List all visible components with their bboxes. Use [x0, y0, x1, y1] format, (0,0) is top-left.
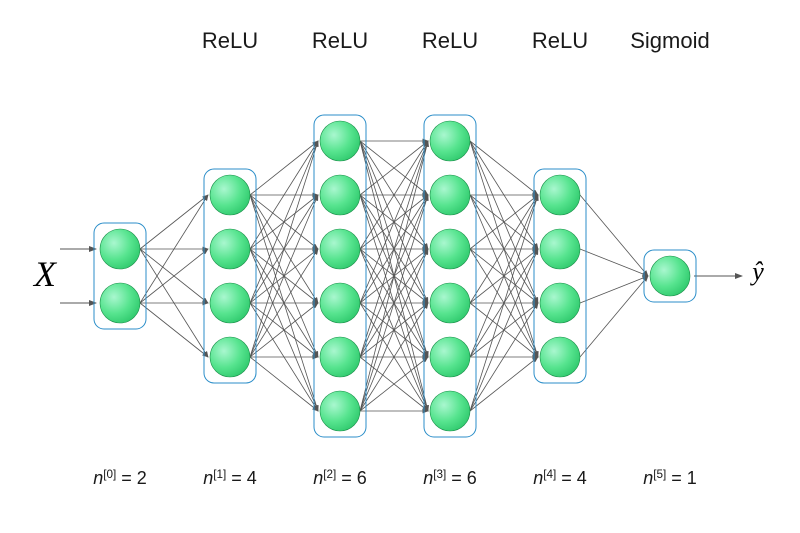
size-label-3: n[3] = 6: [423, 468, 477, 488]
size-label-2: n[2] = 6: [313, 468, 367, 488]
labels: ReLU ReLU ReLU ReLU Sigmoid n[0] = 2 n[1] = 4 n…: [32, 28, 764, 488]
layer-box-2: [314, 115, 366, 437]
node-1-2: [210, 283, 250, 323]
activation-label-4: ReLU: [532, 28, 588, 53]
activation-label-2: ReLU: [312, 28, 368, 53]
node-3-2: [430, 229, 470, 269]
node-4-0: [540, 175, 580, 215]
node-1-1: [210, 229, 250, 269]
size-label-1: n[1] = 4: [203, 468, 257, 488]
output-label: ŷ: [749, 257, 764, 286]
node-1-3: [210, 337, 250, 377]
node-1-0: [210, 175, 250, 215]
edges: [60, 141, 742, 411]
size-label-4: n[4] = 4: [533, 468, 587, 488]
node-4-2: [540, 283, 580, 323]
node-3-1: [430, 175, 470, 215]
node-4-1: [540, 229, 580, 269]
node-0-1: [100, 283, 140, 323]
size-label-5: n[5] = 1: [643, 468, 697, 488]
size-label-0: n[0] = 2: [93, 468, 147, 488]
node-2-2: [320, 229, 360, 269]
activation-label-5: Sigmoid: [630, 28, 709, 53]
activation-label-3: ReLU: [422, 28, 478, 53]
node-3-5: [430, 391, 470, 431]
node-3-0: [430, 121, 470, 161]
layer-boxes: [94, 115, 696, 437]
node-3-3: [430, 283, 470, 323]
neural-network-diagram: ReLU ReLU ReLU ReLU Sigmoid n[0] = 2 n[1] = 4 n…: [0, 0, 800, 533]
node-4-3: [540, 337, 580, 377]
node-2-3: [320, 283, 360, 323]
node-0-0: [100, 229, 140, 269]
node-2-1: [320, 175, 360, 215]
input-label: X: [32, 254, 58, 294]
node-2-5: [320, 391, 360, 431]
node-2-0: [320, 121, 360, 161]
node-2-4: [320, 337, 360, 377]
activation-label-1: ReLU: [202, 28, 258, 53]
layer-box-3: [424, 115, 476, 437]
node-3-4: [430, 337, 470, 377]
node-5-0: [650, 256, 690, 296]
